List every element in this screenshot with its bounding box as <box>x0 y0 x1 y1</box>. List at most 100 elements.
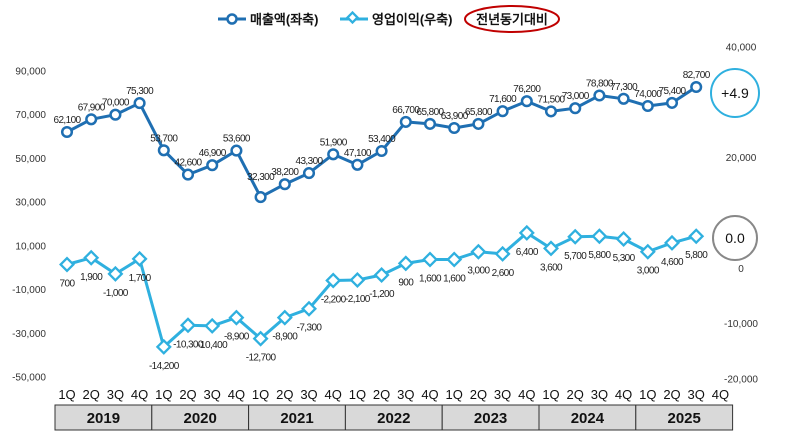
profit-point <box>59 256 75 273</box>
y-right-tick: 40,000 <box>726 43 757 54</box>
sales-point <box>181 168 195 181</box>
sales-point <box>448 121 461 135</box>
sales-point <box>60 125 74 139</box>
sales-data-label: 42,600 <box>175 158 203 169</box>
profit-data-label: 3,600 <box>540 262 563 273</box>
sales-point <box>496 105 509 118</box>
sales-point <box>375 144 388 158</box>
legend: 매출액(좌축) 영업이익(우축) 전년동기대비 <box>218 5 560 33</box>
profit-data-label: 4,600 <box>661 257 684 268</box>
profit-point <box>567 228 584 245</box>
profit-data-label: -1,200 <box>369 289 395 300</box>
sales-point <box>109 108 122 121</box>
sales-data-label: 82,700 <box>683 70 711 81</box>
legend-profit-marker <box>345 10 360 25</box>
sales-data-label: 75,300 <box>126 86 154 97</box>
profit-data-label: -8,900 <box>272 332 298 343</box>
quarter-label: 3Q <box>204 387 221 402</box>
sales-data-label: 71,600 <box>489 94 517 105</box>
quarter-label: 1Q <box>252 387 269 402</box>
year-label: 2019 <box>87 410 120 427</box>
profit-point <box>397 255 414 272</box>
sales-data-label: 73,000 <box>562 91 590 102</box>
sales-point <box>133 97 146 110</box>
sales-data-label: 78,800 <box>586 79 614 90</box>
profit-data-label: -10,300 <box>173 339 204 350</box>
quarter-label: 4Q <box>615 387 632 402</box>
year-label: 2025 <box>668 410 701 427</box>
quarter-label: 1Q <box>349 387 366 402</box>
year-label: 2024 <box>571 410 605 427</box>
sales-data-label: 75,400 <box>659 86 687 97</box>
year-cell <box>538 404 637 431</box>
profit-data-label: -14,200 <box>149 361 180 372</box>
quarter-label: 4Q <box>421 387 438 402</box>
sales-data-label: 46,900 <box>199 148 227 159</box>
profit-point <box>422 251 438 268</box>
quarter-label: 2Q <box>373 387 390 402</box>
y-left-tick: 30,000 <box>15 198 46 209</box>
sales-data-label: 32,300 <box>247 172 275 183</box>
quarter-label: 1Q <box>58 387 75 402</box>
quarter-label: 1Q <box>155 387 172 402</box>
y-left-tick: -30,000 <box>12 329 46 340</box>
profit-data-label: 5,300 <box>613 253 636 264</box>
y-left-tick: 10,000 <box>15 241 46 252</box>
y-right-tick: 0 <box>738 264 744 275</box>
profit-point <box>276 309 293 326</box>
y-right-tick: -10,000 <box>724 319 758 330</box>
sales-data-label: 66,700 <box>392 105 420 116</box>
sales-data-label: 53,400 <box>368 134 396 145</box>
y-left-tick: -50,000 <box>12 373 46 384</box>
profit-data-label: -2,200 <box>321 295 347 306</box>
y-left-tick: 50,000 <box>15 154 46 165</box>
y-right-tick: -20,000 <box>724 375 758 386</box>
profit-point <box>131 250 148 267</box>
profit-point <box>301 300 317 317</box>
profit-point <box>664 234 680 251</box>
sales-yoy-circle <box>710 68 760 118</box>
sales-data-label: 53,600 <box>223 134 251 145</box>
quarter-label: 4Q <box>712 387 729 402</box>
quarter-label: 2Q <box>179 387 196 402</box>
sales-point <box>351 158 364 171</box>
quarter-label: 2Q <box>470 387 487 402</box>
sales-point <box>278 178 291 191</box>
quarter-label: 3Q <box>688 387 705 402</box>
sales-data-label: 38,200 <box>271 167 299 178</box>
sales-point <box>665 96 679 109</box>
sales-yoy-value: +4.9 <box>721 85 749 101</box>
profit-point <box>494 245 511 262</box>
legend-yoy-label: 전년동기대비 <box>476 12 548 27</box>
quarter-label: 4Q <box>228 387 245 402</box>
profit-point <box>325 272 342 289</box>
profit-data-label: 3,000 <box>467 266 490 277</box>
profit-point <box>446 251 463 268</box>
sales-data-label: 67,900 <box>78 102 106 113</box>
quarter-label: 2Q <box>663 387 680 402</box>
profit-data-label: 5,800 <box>685 250 708 261</box>
profit-point <box>591 228 608 245</box>
profit-point <box>83 249 100 266</box>
profit-point <box>373 267 390 283</box>
sales-point <box>520 95 533 108</box>
sales-data-label: 70,000 <box>102 98 130 109</box>
profit-point <box>615 231 632 247</box>
profit-data-label: -10,400 <box>197 340 228 351</box>
profit-data-label: -7,300 <box>297 323 323 334</box>
quarter-label: 3Q <box>591 387 608 402</box>
quarter-label: 1Q <box>639 387 656 402</box>
year-cell <box>151 404 250 431</box>
quarter-label: 4Q <box>325 387 342 402</box>
sales-point <box>690 80 703 94</box>
quarter-label: 2Q <box>567 387 584 402</box>
profit-point <box>252 330 269 347</box>
sales-data-label: 53,700 <box>150 133 178 144</box>
quarter-label: 4Q <box>518 387 535 402</box>
year-cell <box>635 404 734 431</box>
sales-data-label: 51,900 <box>320 137 348 148</box>
profit-data-label: 5,800 <box>588 250 611 261</box>
profit-point <box>107 265 124 282</box>
profit-point <box>228 309 245 326</box>
